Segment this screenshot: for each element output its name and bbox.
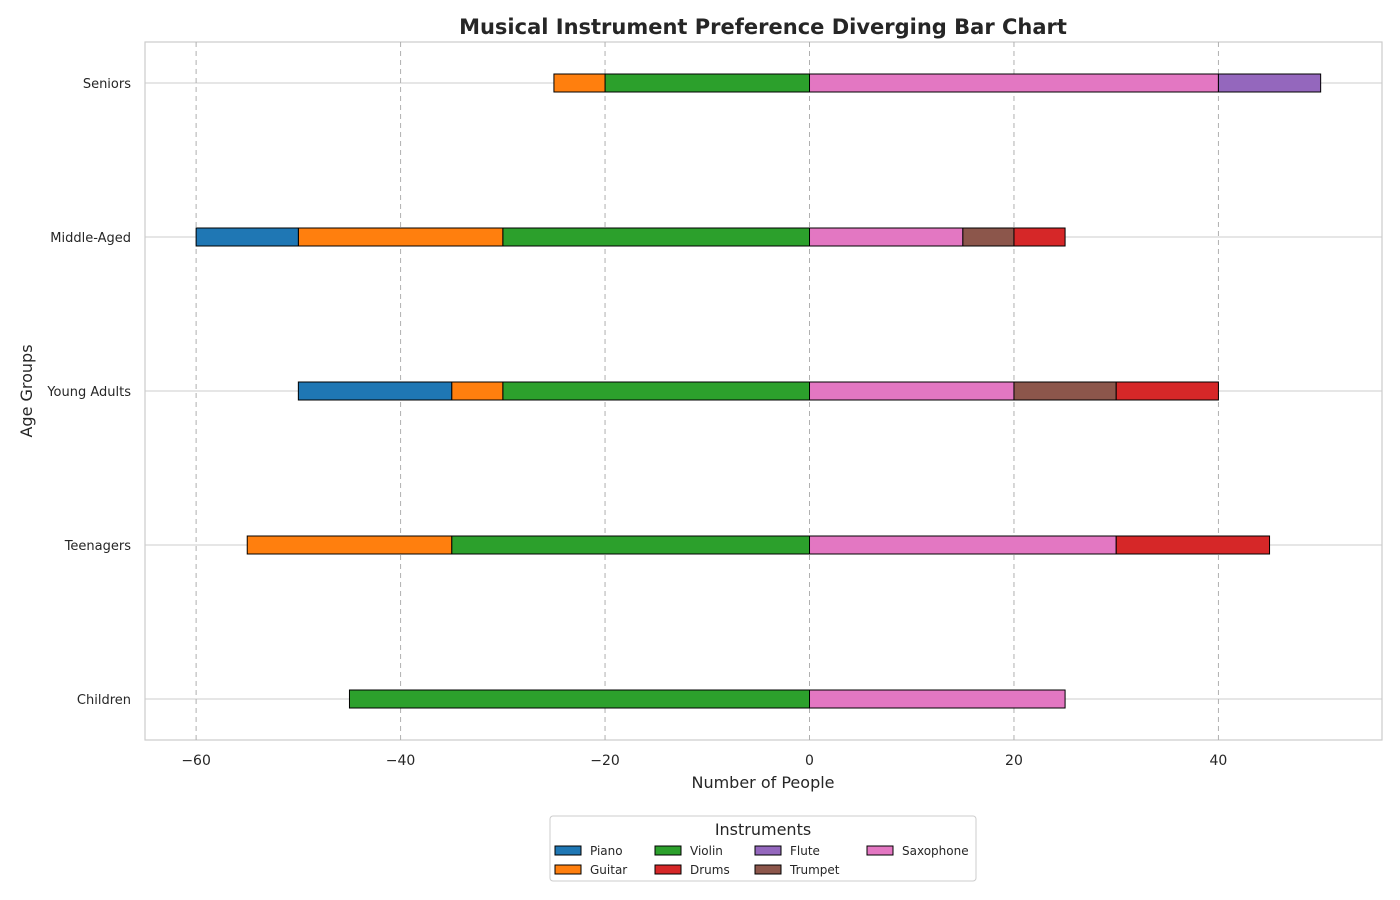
legend-swatch-guitar [554, 864, 582, 875]
legend-swatch-violin [654, 845, 682, 856]
bar-violin-seniors [604, 73, 811, 93]
bar-violin-young-adults [502, 381, 811, 401]
bar-flute-seniors [1217, 73, 1322, 93]
bar-trumpet-young-adults [1013, 381, 1117, 401]
bar-piano-middle-aged [195, 227, 299, 247]
y-tick-label: Middle-Aged [50, 231, 131, 246]
x-tick-label: −60 [181, 753, 211, 769]
x-tick-label: −40 [386, 753, 416, 769]
legend-swatch-saxophone [866, 845, 894, 856]
bars-layer [195, 73, 1322, 709]
bar-drums-young-adults [1115, 381, 1219, 401]
bar-saxophone-young-adults [809, 381, 1015, 401]
bar-saxophone-seniors [809, 73, 1219, 93]
legend-swatch-trumpet [754, 864, 782, 875]
chart-title: Musical Instrument Preference Diverging … [459, 15, 1067, 39]
x-axis-label: Number of People [691, 773, 834, 792]
y-tick-label: Teenagers [64, 539, 132, 554]
bar-guitar-teenagers [246, 535, 453, 555]
legend-title: Instruments [715, 820, 811, 839]
x-tick-label: −20 [590, 753, 620, 769]
x-tick-label: 0 [805, 753, 814, 769]
legend-entries: Piano Guitar Violin Drums Flute Trumpet Saxoph… [554, 844, 969, 877]
bar-saxophone-teenagers [809, 535, 1117, 555]
bar-drums-teenagers [1115, 535, 1271, 555]
x-tick-label: 40 [1210, 753, 1228, 769]
legend: Instruments Piano Guitar Violin Drums Flute T… [549, 815, 977, 882]
legend-swatch-piano [554, 845, 582, 856]
legend-swatch-flute [754, 845, 782, 856]
bar-guitar-young-adults [451, 381, 504, 401]
legend-label-piano: Piano [590, 844, 623, 858]
y-tick-label: Young Adults [46, 385, 131, 400]
legend-swatch-drums [654, 864, 682, 875]
bar-violin-middle-aged [502, 227, 811, 247]
y-axis-label: Age Groups [17, 344, 36, 437]
x-tick-label: 20 [1005, 753, 1023, 769]
bar-guitar-middle-aged [297, 227, 504, 247]
bar-drums-middle-aged [1013, 227, 1066, 247]
legend-label-saxophone: Saxophone [902, 844, 969, 858]
y-tick-label: Children [77, 693, 131, 708]
legend-label-trumpet: Trumpet [789, 863, 840, 877]
x-tick-labels: −60 −40 −20 0 20 40 [181, 753, 1227, 769]
y-tick-label: Seniors [83, 77, 131, 92]
bar-piano-young-adults [297, 381, 453, 401]
bar-trumpet-middle-aged [962, 227, 1015, 247]
legend-label-drums: Drums [690, 863, 730, 877]
legend-label-violin: Violin [690, 844, 723, 858]
bar-saxophone-children [809, 689, 1066, 709]
bar-violin-teenagers [451, 535, 811, 555]
y-tick-labels: Children Teenagers Young Adults Middle-Aged… [46, 77, 131, 708]
bar-guitar-seniors [553, 73, 606, 93]
legend-label-guitar: Guitar [590, 863, 627, 877]
bar-violin-children [348, 689, 811, 709]
bar-saxophone-middle-aged [809, 227, 964, 247]
legend-label-flute: Flute [790, 844, 820, 858]
